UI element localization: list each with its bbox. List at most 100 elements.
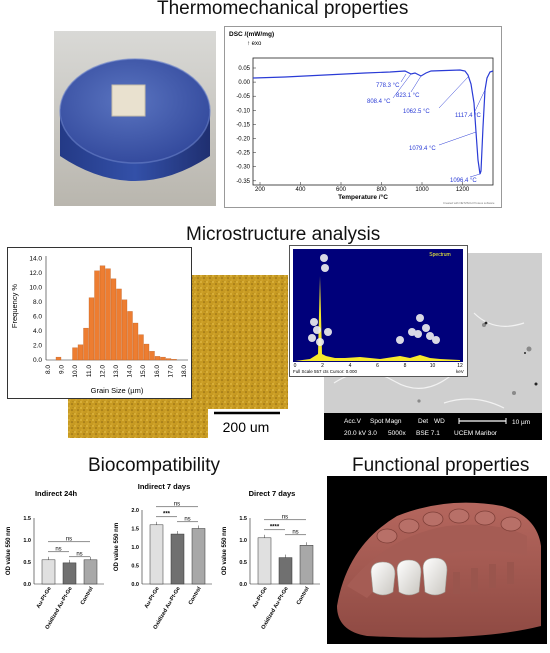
- histogram-ytick-label: 14.0: [29, 256, 42, 263]
- bio-chart-category-label: Control: [80, 586, 95, 606]
- histogram-xtick-label: 17.0: [167, 365, 174, 378]
- bio-chart-ytick-label: 1.0: [23, 538, 31, 544]
- bio-chart-ylabel: OD value 550 nm: [222, 527, 228, 575]
- sem-caption-label: Acc.V: [344, 418, 362, 425]
- eds-xtick-label: 10: [430, 363, 436, 369]
- histogram-ytick-label: 10.0: [29, 285, 42, 292]
- bio-chart-significance-label: ns: [184, 516, 190, 522]
- bio-chart-bar: [62, 562, 77, 585]
- sem-caption-label: WD: [434, 418, 445, 425]
- dsc-annotation: 1079.4 °C: [409, 146, 436, 152]
- section-title-microstructure: Microstructure analysis: [186, 224, 381, 245]
- dsc-annotation: 1096.4 °C: [450, 178, 477, 184]
- bio-chart-ytick-label: 0.0: [23, 582, 31, 588]
- histogram-xtick-label: 13.0: [113, 365, 120, 378]
- eds-unit: keV: [456, 369, 464, 374]
- histogram-xtick-label: 16.0: [154, 365, 161, 378]
- bio-chart-ytick-label: 0.5: [131, 564, 139, 570]
- eds-xtick-label: 6: [376, 363, 379, 369]
- dental-model-photo: [327, 476, 547, 644]
- histogram-bar: [88, 297, 95, 361]
- dsc-ytick-label: 0.00: [238, 80, 250, 86]
- bio-chart-ytick-label: 0.0: [131, 582, 139, 588]
- histogram-bar: [110, 278, 117, 361]
- dsc-xlabel: Temperature /°C: [338, 193, 388, 201]
- dsc-xtick-label: 400: [295, 187, 306, 193]
- bio-chart-bar: [149, 524, 164, 585]
- bio-chart-title: Indirect 24h: [35, 489, 78, 498]
- histogram-bar: [149, 351, 155, 361]
- sem-caption-value: UCEM Maribor: [454, 430, 498, 437]
- histogram-ytick-label: 0.0: [33, 357, 42, 364]
- histogram-bar: [127, 311, 133, 361]
- dsc-xtick-label: 800: [376, 187, 387, 193]
- histogram-ytick-label: 6.0: [33, 314, 42, 321]
- sem-caption-value: 5000x: [388, 430, 406, 437]
- histogram-ytick-label: 2.0: [33, 343, 42, 350]
- bio-chart-ytick-label: 1.0: [131, 545, 139, 551]
- histogram-bar: [160, 356, 166, 361]
- histogram-xtick-label: 14.0: [127, 365, 134, 378]
- dsc-ytick-label: -0.35: [236, 179, 250, 185]
- histogram-xtick-label: 8.0: [45, 365, 52, 374]
- histogram-bar: [171, 359, 177, 361]
- histogram-xlabel: Grain Size (µm): [91, 386, 144, 395]
- histogram-ytick-label: 12.0: [29, 270, 42, 277]
- histogram-bar: [94, 270, 100, 361]
- dsc-ylabel: DSC /(mW/mg): [229, 31, 274, 38]
- eds-xtick-label: 0: [294, 363, 297, 369]
- bio-chart-bar: [257, 537, 272, 585]
- bio-chart-ytick-label: 1.5: [131, 527, 139, 533]
- dsc-xtick-label: 1000: [415, 187, 429, 193]
- eds-xtick-label: 2: [321, 363, 324, 369]
- bio-chart-3: Direct 7 days OD value 550 nm 0.0 0.5 1.0 1.5…: [222, 489, 320, 631]
- sem-caption-label: Spot Magn: [370, 418, 402, 425]
- dsc-annotation: 823.1 °C: [396, 93, 420, 99]
- section-title-biocompatibility: Biocompatibility: [88, 455, 220, 476]
- grain-size-histogram: Frequency % 0.0 2.0 4.0 6.0 8.0 10.0 12.0 14.0 …: [7, 247, 192, 399]
- histogram-ylabel: Frequency %: [10, 284, 19, 329]
- section-title-functional: Functional properties: [352, 455, 530, 476]
- eds-xtick-label: 4: [349, 363, 352, 369]
- eds-xtick-label: 8: [404, 363, 407, 369]
- bio-chart-title: Direct 7 days: [249, 489, 296, 498]
- histogram-bar: [55, 356, 62, 361]
- dsc-ytick-label: -0.20: [236, 137, 250, 143]
- bio-chart-title: Indirect 7 days: [138, 482, 191, 491]
- bio-chart-category-label: Au-Pt-Ge: [36, 586, 53, 610]
- bio-chart-significance-label: ns: [174, 501, 180, 507]
- dsc-ytick-label: -0.05: [236, 94, 250, 100]
- bio-chart-significance-label: ns: [282, 514, 288, 520]
- bio-chart-bar: [278, 557, 293, 585]
- histogram-ytick-label: 4.0: [33, 328, 42, 335]
- bio-chart-significance-label: ns: [66, 536, 72, 542]
- bio-chart-category-label: Au-Pt-Ge: [144, 586, 161, 610]
- dsc-exo-label: ↑ exo: [247, 41, 262, 47]
- histogram-bar: [132, 322, 139, 361]
- bio-chart-category-label: Control: [188, 586, 203, 606]
- histogram-bar: [165, 358, 172, 361]
- bio-chart-bar: [83, 559, 98, 585]
- sem-caption-value: 20.0 kV 3.0: [344, 430, 377, 437]
- bio-chart-ylabel: OD value 550 nm: [114, 523, 120, 571]
- sem-caption-label: Det: [418, 418, 428, 425]
- dsc-chart: DSC /(mW/mg) ↑ exo 0.05 0.00 -0.05 -0.10 -0.…: [224, 26, 502, 208]
- dsc-annotation: 1117.4 °C: [455, 113, 482, 119]
- dsc-ytick-label: -0.25: [236, 151, 250, 157]
- dsc-ytick-label: -0.10: [236, 108, 250, 114]
- bio-chart-significance-label: ns: [55, 546, 61, 552]
- histogram-bar: [143, 343, 150, 361]
- bio-chart-category-label: Au-Pt-Ge: [252, 586, 269, 610]
- histogram-bar: [99, 265, 106, 361]
- bio-chart-bar: [299, 545, 314, 585]
- eds-xtick-label: 12: [457, 363, 463, 369]
- histogram-xtick-label: 9.0: [59, 365, 66, 374]
- bio-chart-bar: [170, 533, 185, 585]
- biocompatibility-charts: Indirect 24h OD value 550 nm 0.0 0.5 1.0 1.5 A…: [0, 480, 330, 648]
- dsc-ytick-label: 0.05: [238, 66, 250, 72]
- bio-chart-ytick-label: 1.5: [239, 516, 247, 522]
- bio-chart-2: Indirect 7 days OD value 550 nm 0.0 0.5 1.0 1…: [114, 482, 212, 631]
- eds-legend: Spectrum: [429, 252, 450, 258]
- dsc-ytick-label: -0.30: [236, 165, 250, 171]
- dsc-annotation: 778.3 °C: [376, 83, 400, 89]
